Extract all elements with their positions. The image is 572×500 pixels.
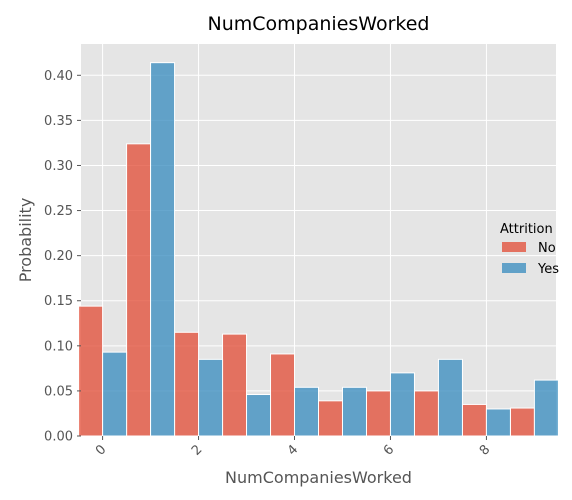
bar-no-4 xyxy=(270,353,296,437)
x-tick-label: 0 xyxy=(93,442,109,458)
bar-yes-0 xyxy=(102,351,128,437)
y-tick-label: 0.35 xyxy=(44,114,73,129)
x-tick-label: 6 xyxy=(381,442,397,458)
legend-label-no: No xyxy=(538,241,556,256)
bar-no-7 xyxy=(413,390,439,437)
y-tick-label: 0.30 xyxy=(44,159,73,174)
y-tick-label: 0.25 xyxy=(44,204,73,219)
bar-no-3 xyxy=(222,333,248,437)
y-tick-label: 0.20 xyxy=(44,249,73,264)
x-tick-label: 2 xyxy=(189,442,205,458)
bar-no-5 xyxy=(318,400,343,437)
bar-yes-4 xyxy=(294,386,319,437)
chart-title: NumCompaniesWorked xyxy=(208,13,430,35)
y-tick-label: 0.10 xyxy=(44,339,73,354)
y-tick-label: 0.05 xyxy=(44,384,73,399)
bar-yes-1 xyxy=(150,62,176,437)
y-tick-label: 0.40 xyxy=(44,69,73,84)
bar-yes-9 xyxy=(533,379,559,437)
x-tick-label: 8 xyxy=(477,442,493,458)
y-tick-label: 0.15 xyxy=(44,294,73,309)
y-axis-ticks: 0.00 0.05 0.10 0.15 0.20 0.25 0.30 0.35 0.40 xyxy=(44,69,81,445)
bar-no-8 xyxy=(461,403,487,437)
y-tick-label: 0.00 xyxy=(44,430,73,445)
bars xyxy=(78,62,559,437)
y-axis-label: Probability xyxy=(16,198,35,283)
legend: Attrition No Yes xyxy=(500,222,559,277)
bar-yes-8 xyxy=(485,408,511,437)
bar-no-9 xyxy=(509,407,535,437)
bar-yes-6 xyxy=(389,372,415,437)
bar-yes-7 xyxy=(437,358,463,437)
bar-yes-3 xyxy=(246,394,272,437)
bar-yes-5 xyxy=(341,386,367,437)
bar-no-6 xyxy=(365,390,391,437)
bar-no-1 xyxy=(126,143,152,437)
bar-yes-2 xyxy=(198,358,224,437)
legend-label-yes: Yes xyxy=(537,262,559,277)
legend-title: Attrition xyxy=(500,222,553,237)
x-axis-label: NumCompaniesWorked xyxy=(225,468,412,487)
bar-no-0 xyxy=(78,305,104,437)
legend-swatch-no xyxy=(502,242,526,252)
bar-no-2 xyxy=(174,331,200,437)
x-tick-label: 4 xyxy=(285,442,301,458)
x-axis-ticks: 0 2 4 6 8 xyxy=(93,436,493,459)
legend-swatch-yes xyxy=(502,263,526,273)
